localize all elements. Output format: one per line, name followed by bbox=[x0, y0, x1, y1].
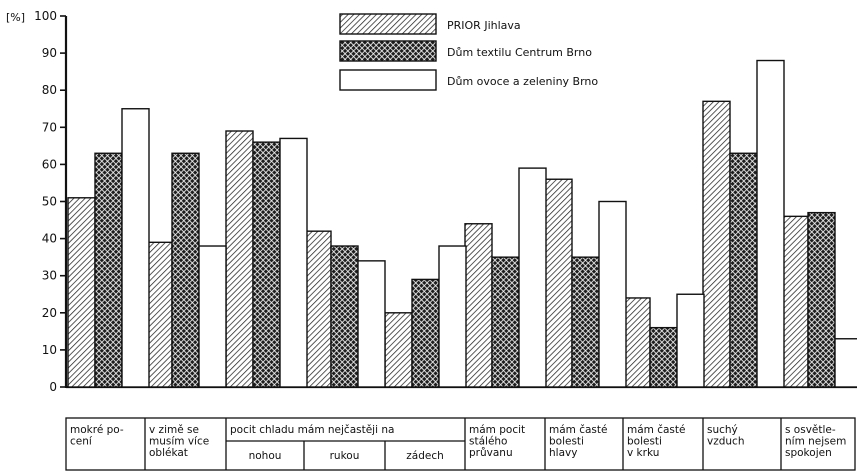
bar-series-3-cat-8 bbox=[676, 293, 705, 388]
category-group-label: pocit chladu mám nejčastěji na bbox=[230, 424, 394, 436]
category-label: spokojen bbox=[785, 447, 832, 459]
category-label: mokré po- bbox=[70, 424, 124, 436]
category-label: mám časté bbox=[549, 424, 607, 436]
bar-series-2-cat-5 bbox=[411, 278, 440, 388]
category-label: bolesti bbox=[549, 436, 584, 448]
bar-series-2-cat-1 bbox=[94, 152, 123, 388]
legend-swatch-3 bbox=[339, 69, 437, 91]
legend-label-3: Dům ovoce a zeleniny Brno bbox=[447, 75, 598, 88]
category-label: ním nejsem bbox=[785, 436, 846, 448]
bar-series-1-cat-1 bbox=[67, 197, 96, 388]
y-tick-label: 20 bbox=[42, 306, 57, 320]
bar-series-1-cat-9 bbox=[702, 100, 731, 388]
bar-series-1-cat-5 bbox=[384, 312, 413, 388]
legend-label-1: PRIOR Jihlava bbox=[447, 19, 521, 32]
legend-swatch-1 bbox=[339, 13, 437, 35]
bar-series-2-cat-3 bbox=[252, 141, 281, 388]
bar-series-2-cat-10 bbox=[807, 211, 836, 388]
bar-series-1-cat-10 bbox=[780, 215, 809, 388]
bar-series-3-cat-7 bbox=[598, 200, 627, 388]
y-tick-label: 70 bbox=[42, 120, 57, 134]
bar-series-2-cat-2 bbox=[171, 152, 200, 388]
category-label: vzduch bbox=[707, 436, 744, 448]
y-tick-label: 80 bbox=[42, 83, 57, 97]
bar-series-1-cat-8 bbox=[622, 297, 651, 388]
category-label: bolesti bbox=[627, 436, 662, 448]
bar-series-1-cat-3 bbox=[225, 130, 254, 388]
bar-series-1-cat-6 bbox=[464, 223, 493, 388]
category-sub-label: rukou bbox=[330, 450, 360, 462]
y-tick-label: 60 bbox=[42, 157, 57, 171]
category-label: v krku bbox=[627, 447, 659, 459]
category-label: s osvětle- bbox=[785, 424, 836, 436]
y-tick-label: 30 bbox=[42, 269, 57, 283]
bar-series-2-cat-8 bbox=[649, 326, 678, 388]
bar-series-1-cat-4 bbox=[303, 230, 332, 388]
bar-series-2-cat-7 bbox=[571, 256, 600, 388]
y-unit-label: [%] bbox=[6, 11, 25, 24]
bars bbox=[67, 59, 857, 388]
y-tick-label: 100 bbox=[34, 9, 57, 23]
category-label: v zimě se bbox=[149, 424, 199, 436]
bar-series-3-cat-1 bbox=[121, 108, 150, 388]
category-label: stálého bbox=[469, 436, 507, 448]
bar-series-1-cat-7 bbox=[544, 178, 573, 388]
category-label: musím více bbox=[149, 436, 209, 448]
y-tick-label: 90 bbox=[42, 46, 57, 60]
legend: PRIOR Jihlava Dům textilu Centrum Brno Dům… bbox=[339, 13, 598, 91]
category-table-border bbox=[65, 417, 856, 471]
category-label: cení bbox=[70, 436, 93, 448]
bar-series-2-cat-9 bbox=[729, 152, 758, 388]
bar-series-3-cat-6 bbox=[518, 167, 547, 388]
bar-series-3-cat-3 bbox=[279, 137, 308, 388]
bar-series-2-cat-4 bbox=[330, 245, 359, 388]
bar-series-3-cat-5 bbox=[438, 245, 467, 388]
y-tick-label: 10 bbox=[42, 343, 57, 357]
category-label: průvanu bbox=[469, 447, 513, 459]
category-sub-label: nohou bbox=[249, 450, 282, 462]
legend-swatch-2 bbox=[339, 40, 437, 62]
category-sub-label: zádech bbox=[406, 450, 444, 462]
y-tick-label: 40 bbox=[42, 232, 57, 246]
bar-series-3-cat-2 bbox=[198, 245, 227, 388]
category-label: mám časté bbox=[627, 424, 685, 436]
y-tick-label: 0 bbox=[49, 380, 57, 394]
bar-series-3-cat-9 bbox=[756, 59, 785, 388]
bar-series-3-cat-4 bbox=[357, 260, 386, 388]
category-label: hlavy bbox=[549, 447, 577, 459]
category-label: suchý bbox=[707, 424, 738, 436]
y-axis-ticks: 0 10 20 30 40 50 60 70 80 90 100 bbox=[34, 9, 66, 394]
category-label: mám pocit bbox=[469, 424, 525, 436]
y-tick-label: 50 bbox=[42, 195, 57, 209]
category-label: oblékat bbox=[149, 447, 188, 459]
bar-series-3-cat-10 bbox=[834, 338, 857, 388]
bar-series-2-cat-6 bbox=[491, 256, 520, 388]
legend-label-2: Dům textilu Centrum Brno bbox=[447, 46, 592, 59]
